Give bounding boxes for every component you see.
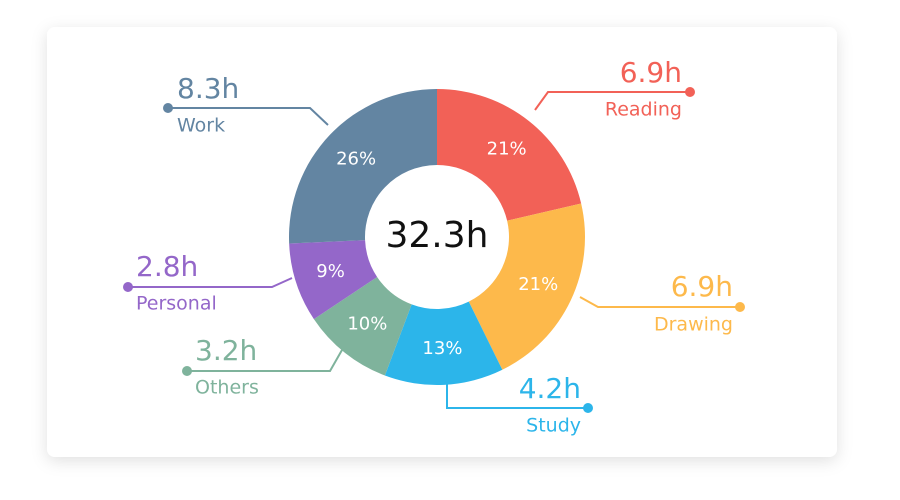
slice (289, 89, 437, 244)
total-label: 32.3h (386, 215, 489, 256)
callout-line (128, 277, 293, 288)
callout-line (446, 383, 588, 409)
category-label: Reading (605, 99, 682, 121)
callout-dot (685, 87, 695, 97)
category-label: Work (177, 115, 225, 137)
value-label: 3.2h (195, 334, 257, 367)
value-label: 8.3h (177, 72, 239, 105)
slice (437, 89, 582, 221)
category-label: Personal (136, 293, 217, 315)
category-label: Study (526, 415, 581, 437)
value-label: 6.9h (620, 56, 682, 89)
callout-dot (182, 366, 192, 376)
callout-line (168, 107, 329, 126)
callout-line (534, 91, 690, 111)
callout-dot (735, 302, 745, 312)
value-label: 6.9h (671, 270, 733, 303)
slice (313, 276, 412, 376)
value-label: 4.2h (519, 372, 581, 405)
percent-label: 10% (347, 314, 387, 335)
slice (384, 301, 503, 385)
callout-line (187, 349, 343, 372)
callout-line (579, 296, 740, 308)
value-label: 2.8h (136, 250, 198, 283)
percent-label: 21% (487, 138, 527, 159)
slice (289, 240, 378, 320)
slice (468, 203, 585, 370)
plot: 21% 21% 13% 10% 9% 26% 32.3h 6.9h Reading 6.9h Dra… (123, 56, 745, 437)
category-label: Drawing (654, 314, 733, 336)
category-label: Others (195, 377, 259, 399)
percent-label: 26% (336, 149, 376, 170)
percent-label: 13% (422, 338, 462, 359)
percent-label: 9% (316, 261, 345, 282)
card (47, 27, 837, 457)
callout-dot (123, 282, 133, 292)
percent-label: 21% (518, 274, 558, 295)
callout-dot (163, 103, 173, 113)
callout-dot (583, 403, 593, 413)
